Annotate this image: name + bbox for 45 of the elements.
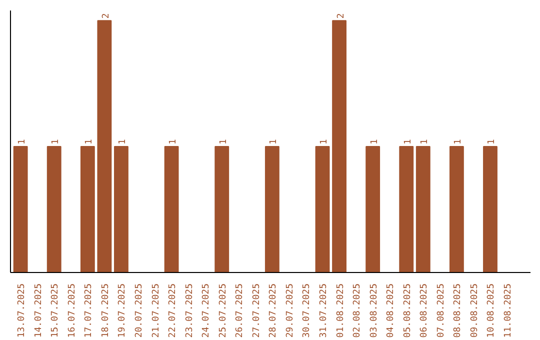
- data-label: 1: [118, 139, 128, 145]
- x-tick-label: 29.07.2025: [285, 283, 296, 338]
- x-tick-label: 11.08.2025: [504, 283, 514, 338]
- x-tick-label: 14.07.2025: [34, 283, 44, 338]
- data-label: 1: [370, 139, 380, 145]
- x-tick-label: 07.08.2025: [436, 283, 446, 338]
- data-label: 1: [84, 139, 95, 145]
- x-tick-label: 26.07.2025: [235, 283, 246, 338]
- x-tick-label: 21.07.2025: [151, 283, 162, 338]
- x-tick-label: 05.08.2025: [402, 283, 413, 338]
- x-tick-label: 01.08.2025: [336, 283, 346, 338]
- data-label: 1: [218, 139, 229, 145]
- x-tick-label: 25.07.2025: [218, 283, 228, 338]
- data-label: 1: [454, 139, 464, 145]
- x-tick-label: 04.08.2025: [386, 283, 396, 338]
- x-tick-label: 17.07.2025: [84, 283, 94, 338]
- x-tick-label: 13.07.2025: [17, 283, 28, 338]
- data-label: 1: [168, 139, 179, 145]
- x-tick-label: 09.08.2025: [470, 283, 480, 338]
- x-tick-label: 30.07.2025: [302, 283, 312, 338]
- x-tick-label: 16.07.2025: [67, 283, 78, 338]
- x-tick-label: 06.08.2025: [420, 283, 430, 338]
- x-tick-label: 31.07.2025: [319, 283, 329, 338]
- data-label: 1: [420, 139, 430, 145]
- x-tick-label: 24.07.2025: [202, 283, 212, 338]
- data-label: 1: [51, 139, 62, 145]
- x-tick-label: 15.07.2025: [50, 283, 61, 338]
- data-label: 1: [403, 139, 414, 145]
- x-tick-label: 19.07.2025: [118, 283, 128, 338]
- data-label: 1: [487, 139, 498, 145]
- x-tick-label: 03.08.2025: [369, 283, 380, 338]
- data-label: 1: [18, 139, 28, 145]
- data-label: 1: [320, 139, 330, 145]
- data-label: 2: [336, 13, 346, 19]
- data-label: 2: [101, 13, 112, 19]
- x-tick-label: 18.07.2025: [100, 283, 111, 338]
- x-tick-label: 10.08.2025: [486, 283, 497, 338]
- data-label: 1: [269, 139, 280, 145]
- x-tick-label: 27.07.2025: [252, 283, 262, 338]
- x-tick-label: 23.07.2025: [184, 283, 195, 338]
- x-tick-label: 20.07.2025: [134, 283, 144, 338]
- x-tick-label: 28.07.2025: [268, 283, 279, 338]
- x-tick-label: 08.08.2025: [453, 283, 464, 338]
- x-tick-label: 22.07.2025: [168, 283, 178, 338]
- x-tick-label: 02.08.2025: [352, 283, 363, 338]
